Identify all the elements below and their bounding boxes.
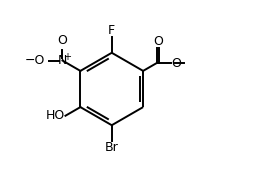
Text: O: O bbox=[153, 35, 163, 48]
Text: O: O bbox=[58, 34, 67, 47]
Text: O: O bbox=[172, 57, 182, 70]
Text: −O: −O bbox=[25, 54, 46, 67]
Text: HO: HO bbox=[45, 109, 64, 122]
Text: F: F bbox=[108, 24, 115, 37]
Text: N: N bbox=[58, 54, 67, 67]
Text: Br: Br bbox=[105, 141, 119, 154]
Text: +: + bbox=[63, 52, 71, 62]
